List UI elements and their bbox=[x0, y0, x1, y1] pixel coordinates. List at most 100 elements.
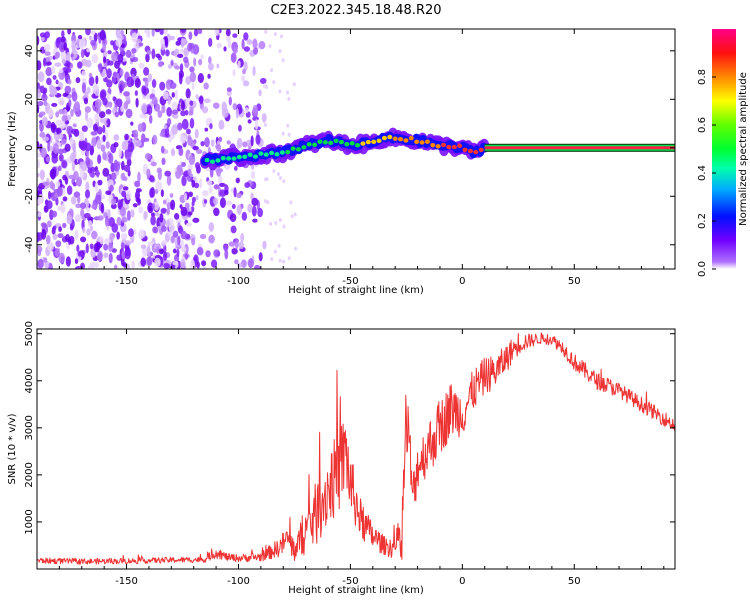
spectrogram-noise-cell bbox=[231, 203, 236, 210]
ridge-peak-cell bbox=[441, 142, 447, 148]
spectrogram-noise-cell bbox=[128, 228, 134, 237]
spectrogram-noise-cell bbox=[39, 131, 46, 138]
spectrogram-noise-cell bbox=[116, 231, 120, 240]
spectrogram-noise-cell bbox=[153, 201, 160, 211]
spectrogram-noise-cell bbox=[187, 42, 193, 52]
spectrogram-noise-cell bbox=[70, 34, 77, 44]
spectrogram-noise-cell bbox=[247, 119, 252, 124]
spectrogram-noise-cell bbox=[58, 68, 64, 74]
spectrogram-noise-cell bbox=[47, 190, 52, 200]
spectrogram-noise-cell bbox=[51, 65, 56, 74]
spectrogram-noise-cell bbox=[226, 140, 231, 145]
spectrogram-noise-cell bbox=[233, 187, 237, 198]
spectrogram-noise-cell bbox=[58, 154, 64, 162]
spectrogram-noise-cell bbox=[172, 248, 177, 254]
spectrogram-noise-cell bbox=[263, 122, 267, 127]
spectrogram-noise-cell bbox=[278, 176, 282, 181]
spectrogram-noise-cell bbox=[41, 93, 48, 102]
spectrogram-noise-cell bbox=[135, 97, 139, 108]
spectrogram-noise-cell bbox=[189, 100, 194, 106]
spectrogram-noise-cell bbox=[203, 82, 209, 90]
spectrogram-noise-cell bbox=[221, 107, 229, 118]
spectrogram-noise-cell bbox=[45, 156, 50, 163]
spectrogram-noise-cell bbox=[188, 110, 194, 116]
spectrogram-noise-cell bbox=[250, 171, 256, 180]
spectrogram-noise-cell bbox=[103, 252, 109, 259]
spectrogram-noise-cell bbox=[148, 175, 155, 183]
spectrogram-noise-cell bbox=[57, 133, 64, 140]
spectrogram-noise-cell bbox=[195, 195, 199, 201]
spectrogram-noise-cell bbox=[219, 197, 226, 209]
spectrogram-noise-cell bbox=[157, 225, 162, 230]
spectrogram-noise-cell bbox=[226, 87, 232, 93]
spectrogram-noise-cell bbox=[241, 211, 248, 221]
spectrogram-noise-cell bbox=[65, 234, 70, 243]
spectrogram-noise-cell bbox=[179, 48, 184, 54]
spectrogram-noise-cell bbox=[190, 206, 195, 213]
spectrogram-noise-cell bbox=[287, 132, 291, 137]
spectrogram-noise-cell bbox=[107, 209, 111, 220]
ridge-peak-cell bbox=[333, 138, 339, 144]
ridge-peak-cell bbox=[312, 142, 318, 147]
spectrogram-noise-cell bbox=[69, 62, 74, 69]
spectrogram-noise-cell bbox=[193, 182, 200, 189]
spectrogram-noise-cell bbox=[210, 139, 215, 147]
ridge-peak-cell bbox=[210, 159, 216, 164]
y-tick-label: 5000 bbox=[24, 321, 35, 346]
spectrogram-noise-cell bbox=[80, 236, 87, 243]
spectrogram-noise-cell bbox=[242, 68, 246, 75]
spectrogram-noise-cell bbox=[154, 29, 161, 33]
spectrogram-noise-cell bbox=[230, 52, 237, 63]
spectrogram-noise-cell bbox=[188, 191, 194, 198]
spectrogram-noise-cell bbox=[244, 107, 249, 114]
spectrogram-noise-cell bbox=[39, 169, 46, 180]
spectrogram-noise-cell bbox=[180, 239, 185, 248]
spectrogram-noise-cell bbox=[91, 30, 96, 36]
spectrogram-noise-cell bbox=[121, 216, 128, 223]
spectrogram-noise-cell bbox=[79, 202, 87, 210]
spectrogram-noise-cell bbox=[86, 117, 94, 129]
spectrogram-noise-cell bbox=[154, 212, 160, 217]
spectrogram-noise-cell bbox=[278, 258, 282, 263]
spectrogram-noise-cell bbox=[213, 207, 220, 217]
spectrogram-noise-cell bbox=[177, 53, 184, 58]
spectrogram-noise-cell bbox=[134, 78, 141, 88]
spectrogram-noise-cell bbox=[292, 82, 296, 87]
spectrogram-noise-cell bbox=[90, 39, 97, 47]
spectrogram-noise-cell bbox=[106, 68, 112, 79]
spectrogram-noise-cell bbox=[203, 199, 208, 204]
spectrogram-noise-cell bbox=[95, 235, 103, 242]
spectrogram-noise-cell bbox=[202, 189, 209, 197]
spectrogram-noise-cell bbox=[75, 203, 82, 209]
colorbar-gradient bbox=[712, 29, 736, 269]
spectrogram-noise-cell bbox=[175, 260, 179, 268]
spectrogram-noise-cell bbox=[151, 79, 157, 88]
spectrogram-noise-cell bbox=[93, 32, 98, 42]
spectrogram-noise-cell bbox=[97, 215, 104, 221]
spectrogram-noise-cell bbox=[92, 123, 98, 132]
spectrogram-noise-cell bbox=[71, 91, 78, 102]
spectrogram-noise-cell bbox=[254, 119, 259, 130]
spectrogram-noise-cell bbox=[69, 224, 74, 231]
spectrogram-noise-cell bbox=[201, 260, 207, 267]
ridge-peak-cell bbox=[231, 156, 237, 161]
spectrogram-noise-cell bbox=[37, 152, 41, 158]
spectrogram-noise-cell bbox=[116, 98, 123, 108]
spectrogram-noise-cell bbox=[57, 233, 64, 239]
x-tick-label: -150 bbox=[115, 276, 138, 287]
spectrogram-noise-cell bbox=[170, 148, 176, 157]
spectrogram-noise-cell bbox=[83, 97, 89, 105]
ridge-peak-cell bbox=[301, 145, 307, 150]
spectrogram-noise-cell bbox=[113, 162, 121, 172]
spectrogram-noise-cell bbox=[179, 134, 187, 144]
spectrogram-noise-cell bbox=[193, 57, 197, 67]
spectrogram-noise-cell bbox=[144, 153, 152, 160]
spectrogram-noise-cell bbox=[104, 219, 109, 226]
snr-y-ticks: 1000 2000 3000 4000 5000 bbox=[24, 321, 675, 535]
spectrogram-noise-cell bbox=[110, 40, 115, 46]
ridge-peak-cell bbox=[349, 141, 355, 146]
spectrogram-noise-cell bbox=[62, 196, 68, 202]
spectrogram-noise-cell bbox=[197, 29, 203, 35]
spectrogram-noise-cell bbox=[58, 108, 65, 115]
spectrogram-noise-cell bbox=[236, 204, 242, 215]
